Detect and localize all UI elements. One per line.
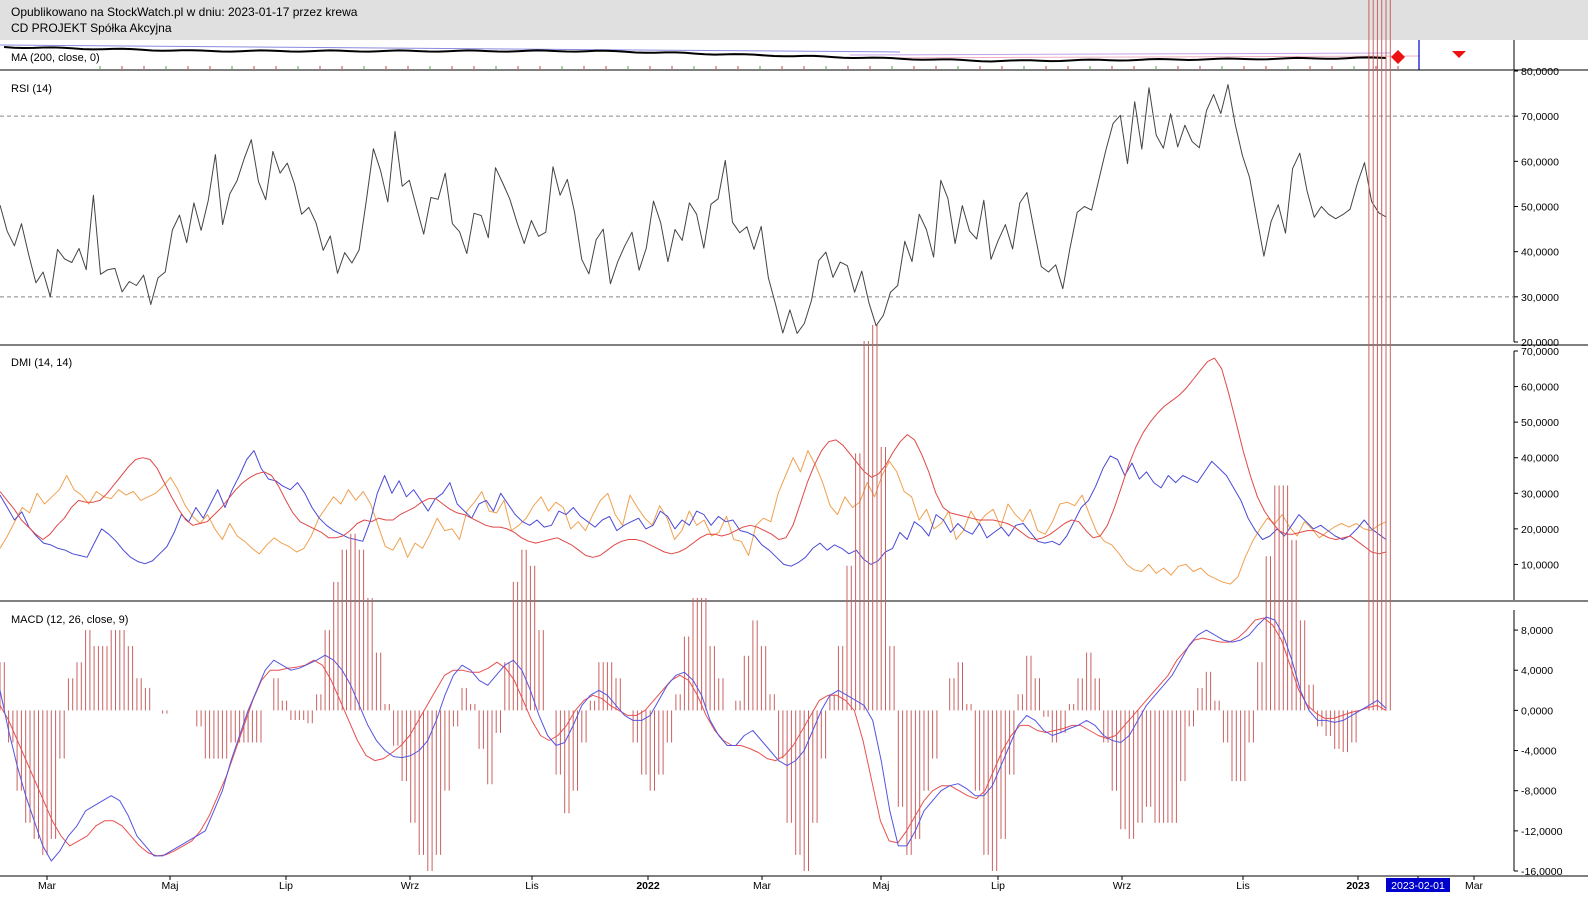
macd-label: MACD (12, 26, close, 9) [11,614,128,626]
rsi-line [0,84,1387,334]
dmi-y-tick-label: 20,0000 [1521,524,1559,536]
macd-y-tick-label: -4,0000 [1521,746,1557,758]
price-overlay-line [849,55,1421,59]
adx-line [0,357,1387,558]
rsi-y-tick-label: 20,0000 [1521,337,1559,349]
rsi-y-tick-label: 70,0000 [1521,111,1559,123]
x-tick-label: Lip [991,880,1005,892]
red-triangle-down-icon [1452,51,1466,58]
dmi-y-tick-label: 30,0000 [1521,488,1559,500]
macd-line [0,616,1387,862]
macd-y-tick-label: 8,0000 [1521,625,1553,637]
x-tick-label: Lip [279,880,293,892]
price-overlay-line [0,44,901,53]
dmi-y-tick-label: 10,0000 [1521,559,1559,571]
price-overlay-line [849,52,1391,56]
x-tick-label: Mar [1465,880,1484,892]
macd-y-tick-label: -8,0000 [1521,786,1557,798]
ma-label: MA (200, close, 0) [11,52,100,64]
x-tick-label: 2023 [1346,880,1370,892]
x-tick-label: Mar [38,880,57,892]
macd-y-tick-label: -16,0000 [1521,866,1563,878]
rsi-y-tick-label: 60,0000 [1521,156,1559,168]
x-tick-label: Wrz [401,880,419,892]
rsi-y-tick-label: 40,0000 [1521,247,1559,259]
x-tick-label: Wrz [1113,880,1131,892]
x-tick-label: Lis [1236,880,1249,892]
x-tick-label: Maj [162,880,179,892]
chart-header: Opublikowano na StockWatch.pl w dniu: 20… [0,0,1588,40]
macd-y-tick-label: 0,0000 [1521,705,1553,717]
rsi-label: RSI (14) [11,83,52,95]
x-tick-label: Lis [525,880,538,892]
dmi-y-tick-label: 70,0000 [1521,346,1559,358]
dmi-y-tick-label: 50,0000 [1521,417,1559,429]
company-name: CD PROJEKT Spółka Akcyjna [11,21,172,35]
dmi-y-tick-label: 40,0000 [1521,453,1559,465]
x-tick-label: Mar [753,880,772,892]
dmi-plus-line [0,450,1387,567]
rsi-y-tick-label: 30,0000 [1521,292,1559,304]
red-diamond-icon [1391,50,1405,64]
macd-y-tick-label: -12,0000 [1521,826,1563,838]
x-tick-label: Maj [873,880,890,892]
dmi-label: DMI (14, 14) [11,357,72,369]
macd-signal-line [0,617,1387,857]
macd-y-tick-label: 4,0000 [1521,665,1553,677]
ma-line [3,46,1387,63]
rsi-y-tick-label: 80,0000 [1521,66,1559,78]
current-date-badge [1386,878,1450,892]
x-tick-label-highlight: 2023-02-01 [1391,880,1445,892]
rsi-y-tick-label: 50,0000 [1521,202,1559,214]
dmi-y-tick-label: 60,0000 [1521,382,1559,394]
x-tick-label: 2022 [636,880,660,892]
published-info: Opublikowano na StockWatch.pl w dniu: 20… [11,5,358,19]
